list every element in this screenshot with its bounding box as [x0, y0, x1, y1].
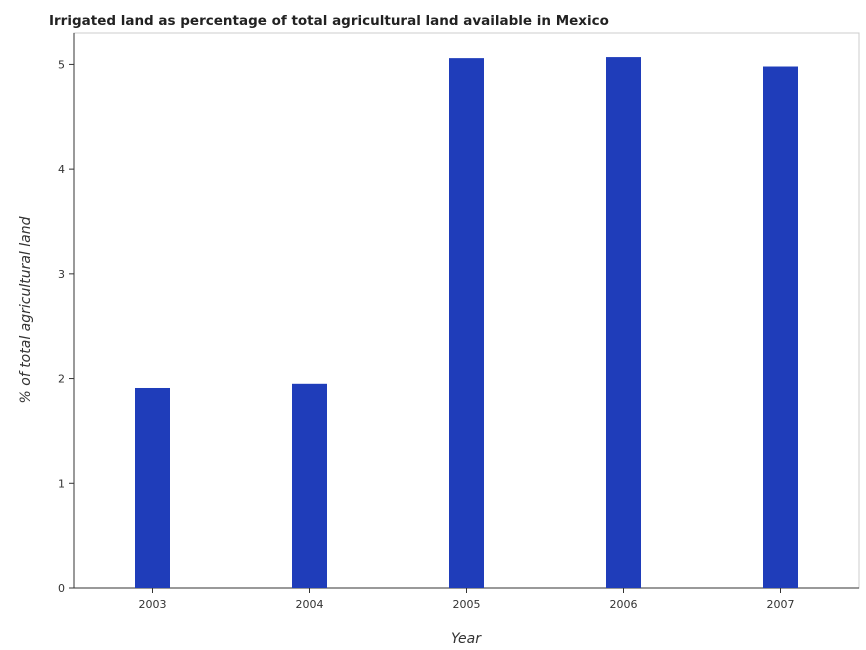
- bar-2003: [135, 387, 170, 588]
- bar-2005: [449, 58, 484, 588]
- y-tick-label: 4: [58, 163, 65, 176]
- x-tick-label: 2003: [139, 598, 167, 611]
- y-tick-label: 2: [58, 373, 65, 386]
- x-ticks: 2003 2004 2005 2006 2007: [139, 588, 795, 611]
- bar-2007: [763, 66, 798, 588]
- y-ticks: 0 1 2 3 4 5: [58, 58, 74, 595]
- y-tick-label: 5: [58, 58, 65, 71]
- bar-2004: [292, 383, 327, 588]
- x-tick-label: 2007: [767, 598, 795, 611]
- x-tick-label: 2006: [610, 598, 638, 611]
- x-axis-label: Year: [451, 631, 482, 647]
- y-axis-label: % of total agricultural land: [18, 216, 34, 403]
- y-tick-label: 0: [58, 582, 65, 595]
- x-tick-label: 2005: [453, 598, 481, 611]
- bar-2006: [606, 57, 641, 589]
- x-tick-label: 2004: [296, 598, 324, 611]
- chart-title: Irrigated land as percentage of total ag…: [49, 13, 609, 29]
- bars: [135, 57, 798, 589]
- y-tick-label: 3: [58, 268, 65, 281]
- y-tick-label: 1: [58, 477, 65, 490]
